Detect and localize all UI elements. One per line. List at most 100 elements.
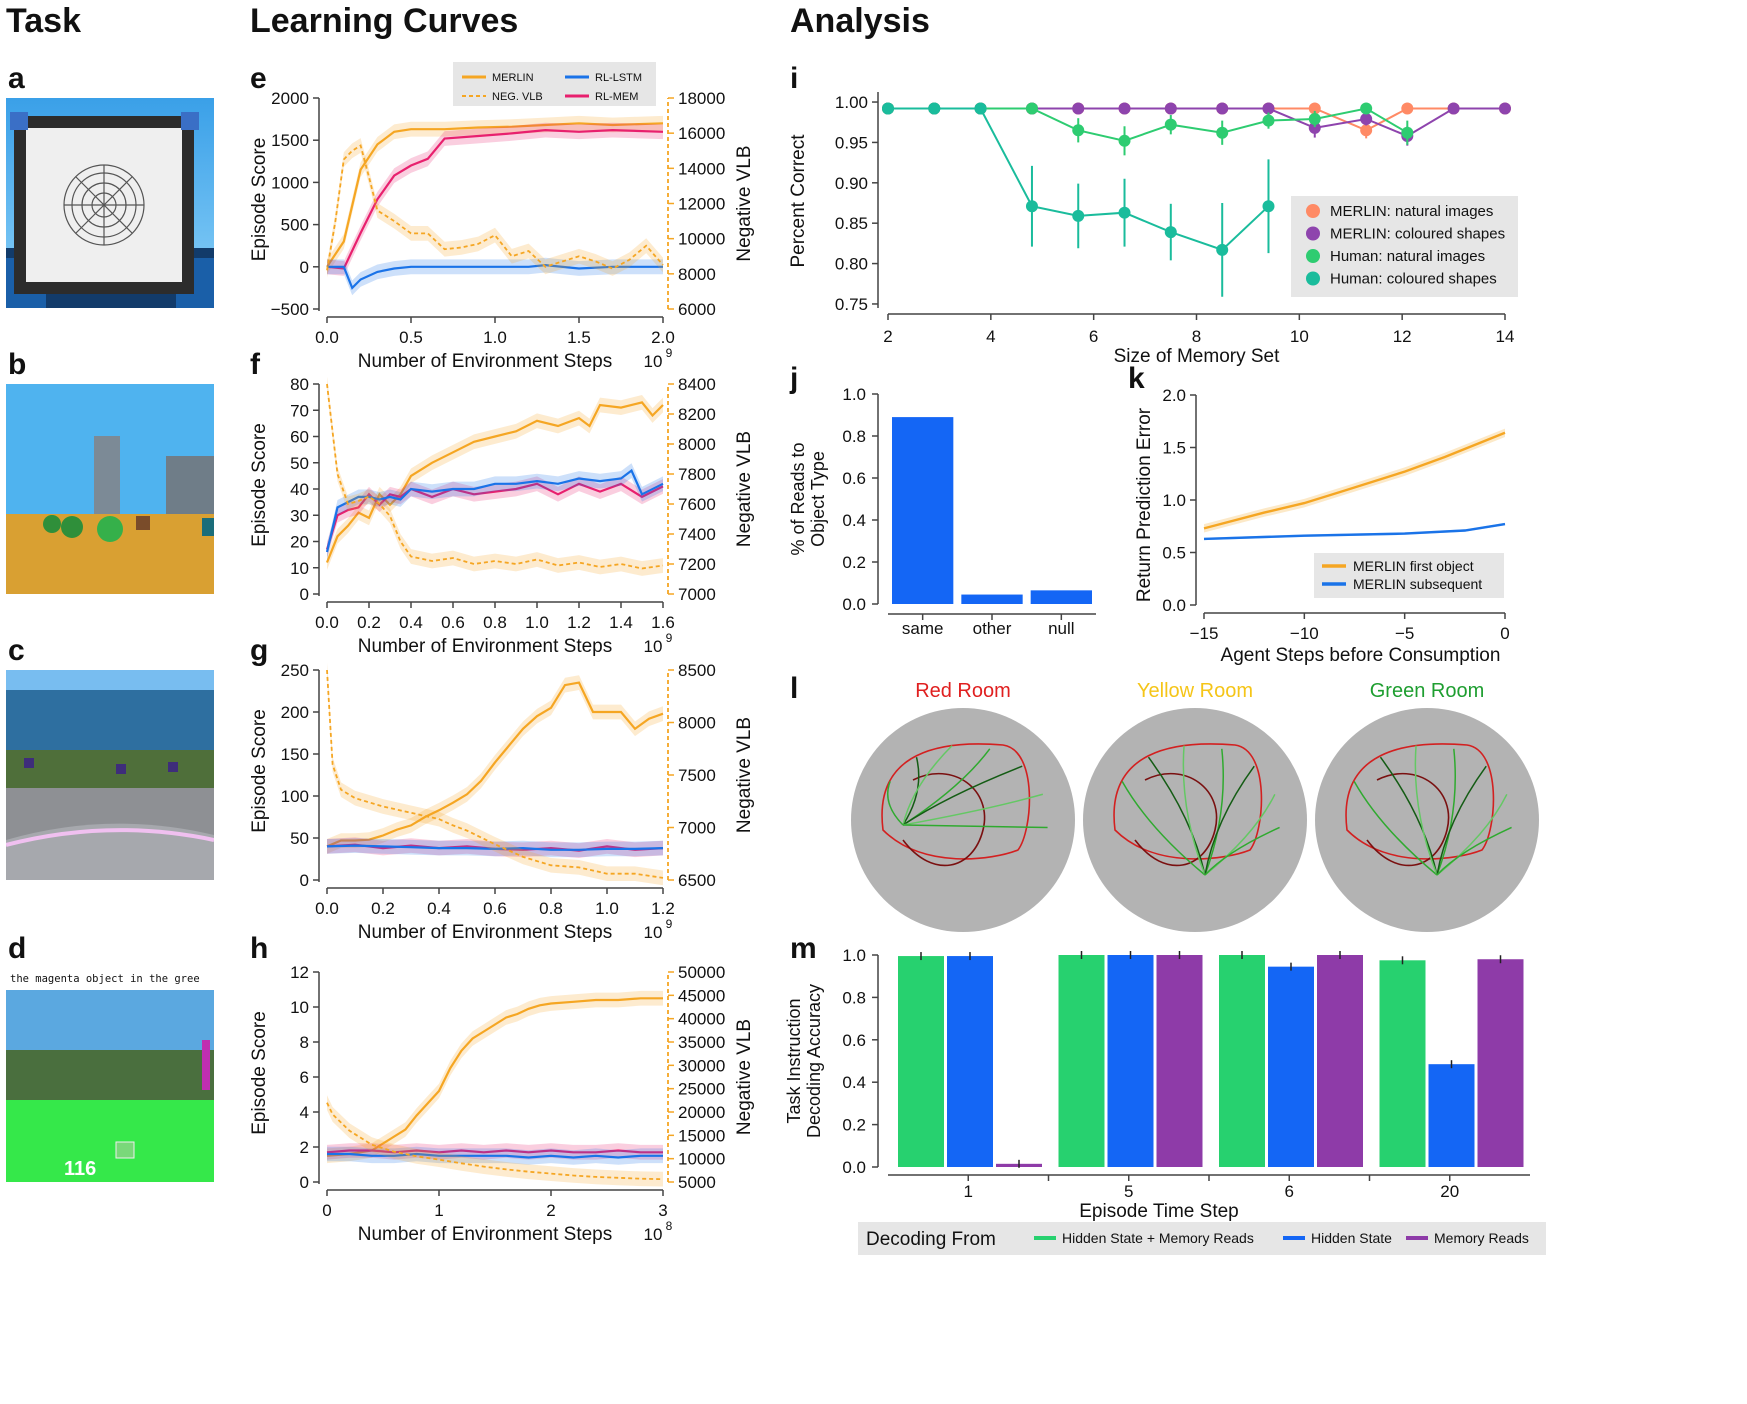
counter-text: 116	[64, 1158, 97, 1180]
y-tick-label: 1500	[271, 131, 309, 150]
data-point	[1262, 200, 1275, 213]
legend-title: Decoding From	[866, 1229, 996, 1250]
series-band-rl-mem	[327, 837, 663, 858]
room-title: Green Room	[1370, 680, 1485, 702]
y-right-tick-label: 7800	[678, 465, 716, 484]
x-tick-label: 0.6	[483, 899, 507, 918]
bar-6-1	[1268, 966, 1314, 1167]
y-tick-label: 0	[300, 1173, 309, 1192]
data-point	[1072, 102, 1085, 115]
y-right-tick-label: 7500	[678, 766, 716, 785]
room-title: Yellow Room	[1137, 680, 1253, 702]
bar-same	[892, 417, 954, 604]
y-tick-label: 0.4	[842, 511, 866, 530]
y-tick-label: 1.0	[842, 946, 866, 965]
trajectory-red	[881, 743, 1031, 860]
legend-marker	[1306, 204, 1320, 218]
y-right-tick-label: 35000	[678, 1033, 725, 1052]
trajectory-green	[1147, 756, 1206, 876]
y-tick-label: 150	[281, 745, 309, 764]
y-tick-label: 2	[300, 1138, 309, 1157]
y-right-tick-label: 6500	[678, 871, 716, 890]
x-tick-label: 1	[434, 1201, 443, 1220]
legend-label: NEG. VLB	[492, 91, 543, 103]
data-point	[1360, 113, 1373, 125]
x-axis-label: Episode Time Step	[1079, 1201, 1238, 1222]
y-right-tick-label: 10000	[678, 1150, 725, 1169]
series-line-rl-mem	[326, 128, 664, 270]
y-right-tick-label: 50000	[678, 963, 725, 982]
trajectory-green	[902, 793, 1044, 826]
x-exponent: 10	[644, 637, 663, 656]
y-tick-label: 60	[290, 428, 309, 447]
y-tick-label: 0.5	[1162, 544, 1186, 563]
series-band-rl-lstm	[327, 463, 663, 560]
x-tick-label: 0.5	[399, 328, 423, 347]
panel-l-rooms: Red Room Yellow Room Green Room	[851, 680, 1539, 932]
y-right-tick-label: 8200	[678, 405, 716, 424]
trajectory-green	[1436, 826, 1512, 876]
chart-i: 0.75 0.80 0.85 0.90 0.95 1.00 2 4 6 8 10 12 14 Size o…	[788, 92, 1518, 367]
series-line-rl-lstm	[327, 263, 663, 290]
x-axis-label: Number of Environment Steps	[358, 922, 613, 943]
legend-label: MERLIN: natural images	[1330, 203, 1493, 220]
panel-label-f: f	[250, 348, 260, 381]
trajectory-green	[902, 765, 1023, 826]
room-title: Red Room	[915, 680, 1011, 702]
data-point	[1072, 124, 1085, 137]
y-axis-right-label: Negative VLB	[734, 431, 755, 547]
data-point	[1401, 102, 1414, 115]
y-right-tick-label: 5000	[678, 1173, 716, 1192]
data-point	[1118, 102, 1131, 115]
x-axis-label: Agent Steps before Consumption	[1221, 645, 1501, 666]
x-tick-label: 6	[1285, 1182, 1294, 1201]
y-tick-label: −500	[271, 300, 309, 319]
series-band-neg-vlb	[327, 662, 663, 886]
y-right-tick-label: 7000	[678, 585, 716, 604]
trajectory-green	[1436, 748, 1456, 876]
y-tick-label: 0.0	[842, 1158, 866, 1177]
room-circle	[1083, 708, 1307, 932]
x-tick-label: 0	[1500, 624, 1509, 643]
legend-label: MERLIN first object	[1353, 558, 1474, 574]
y-tick-label: 2.0	[1162, 386, 1186, 405]
trajectory-green	[1204, 765, 1255, 876]
legend-marker	[1306, 226, 1320, 241]
y-axis-right-label: Negative VLB	[734, 1019, 755, 1135]
legend-marker	[1306, 271, 1320, 286]
x-tick-label: 0	[322, 1201, 331, 1220]
data-point	[882, 102, 894, 115]
x-tick-label: 0.0	[315, 328, 339, 347]
x-tick-label: 1.4	[609, 613, 633, 632]
desert-scene	[6, 384, 214, 594]
y-tick-label: 50	[290, 454, 309, 473]
data-point	[1164, 102, 1177, 115]
data-point	[1262, 102, 1275, 115]
y-tick-label: 1.5	[1162, 439, 1186, 458]
task-screenshot-a	[6, 98, 214, 308]
legend-label: MERLIN: coloured shapes	[1330, 226, 1505, 243]
data-point	[1025, 102, 1038, 115]
legend-box	[1314, 553, 1504, 598]
task-screenshot-d: the magenta object in the gree 116	[6, 970, 214, 1182]
legend-label: MERLIN	[492, 72, 534, 84]
x-exponent: 10	[644, 352, 663, 371]
y-right-tick-label: 8000	[678, 714, 716, 733]
trajectory-green	[1121, 780, 1206, 876]
y-right-tick-label: 16000	[678, 124, 725, 143]
trajectory-green	[1204, 826, 1280, 876]
y-right-tick-label: 18000	[678, 89, 725, 108]
series-line	[1203, 522, 1506, 541]
y-axis-label-line1: % of Reads to	[788, 442, 808, 555]
chart-e: −500 0 500 1000 1500 2000 0.0 0.5 1.0 1.5 2.0 Numbe…	[249, 89, 755, 372]
x-tick-label: same	[902, 619, 944, 638]
y-right-tick-label: 10000	[678, 230, 725, 249]
y-tick-label: 6	[300, 1068, 309, 1087]
x-tick-label: 2	[883, 327, 892, 346]
legend-label: RL-MEM	[595, 91, 638, 103]
y-tick-label: 8	[300, 1033, 309, 1052]
task-screenshot-b	[6, 384, 214, 594]
y-right-tick-label: 7600	[678, 495, 716, 514]
y-tick-label: 0.2	[842, 1116, 866, 1135]
